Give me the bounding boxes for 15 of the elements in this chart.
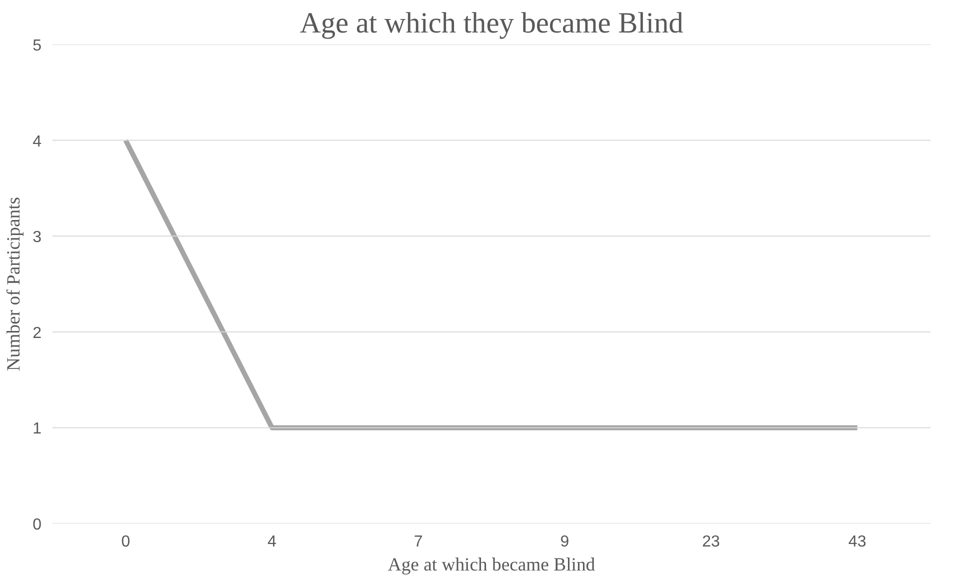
y-axis-title: Number of Participants <box>4 196 25 372</box>
y-tick-label: 5 <box>32 38 42 54</box>
y-tick-label: 0 <box>32 516 42 534</box>
x-tick-label: 0 <box>121 534 130 550</box>
x-tick-label: 23 <box>702 534 720 550</box>
y-tick-label: 4 <box>32 133 42 150</box>
chart-title: Age at which they became Blind <box>300 8 684 40</box>
y-tick-label: 3 <box>32 229 42 246</box>
x-axis-title: Age at which became Blind <box>388 554 596 576</box>
y-tick-label: 2 <box>32 324 42 342</box>
y-tick-label: 1 <box>32 420 42 438</box>
x-tick-label: 9 <box>560 534 570 550</box>
x-tick-label: 4 <box>268 534 277 550</box>
x-tick-label: 43 <box>848 534 866 550</box>
x-tick-label: 7 <box>414 534 423 550</box>
